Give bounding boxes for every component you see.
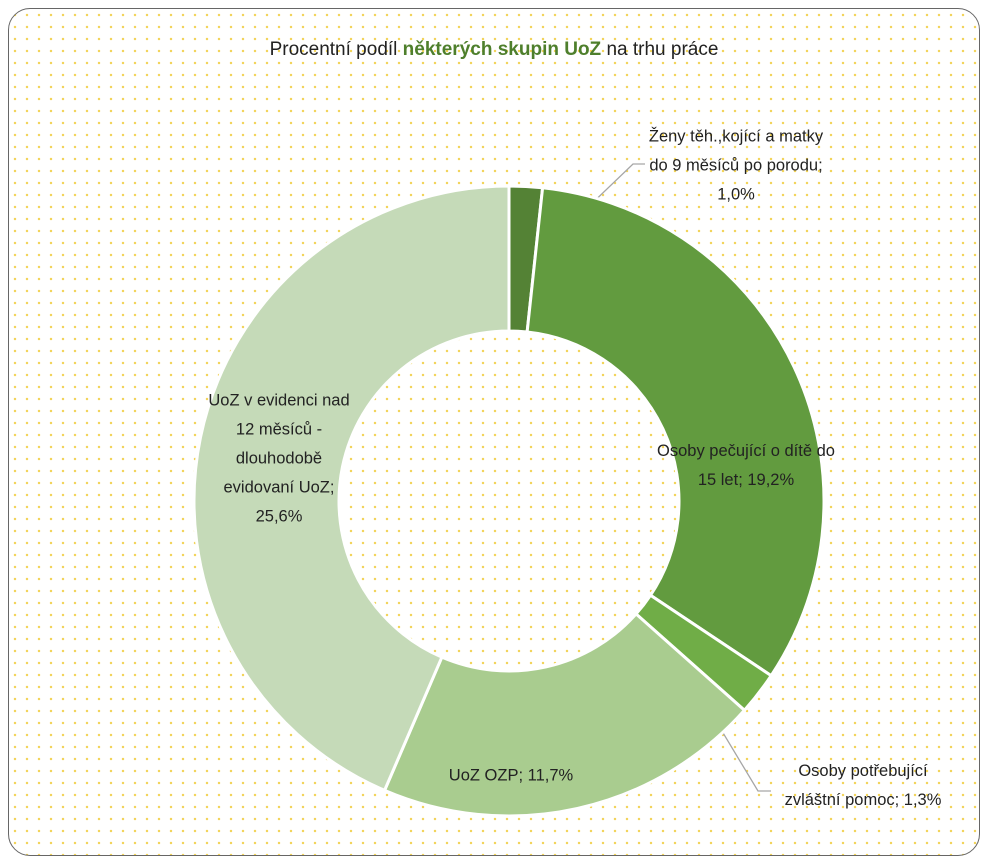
separator: ; bbox=[738, 471, 748, 489]
title-part: některých skupin UoZ bbox=[402, 39, 602, 60]
category: UoZ v evidenci nad 12 měsíců - dlouhodob… bbox=[208, 391, 350, 497]
data-label: UoZ v evidenci nad 12 měsíců - dlouhodob… bbox=[199, 387, 359, 532]
value-label: 1,3% bbox=[903, 791, 942, 809]
title-part: na trhu práce bbox=[601, 39, 719, 60]
data-label: Ženy těh.,kojící a matky do 9 měsíců po … bbox=[641, 123, 831, 210]
category: Osoby pečující o dítě do 15 let bbox=[657, 442, 835, 489]
separator: ; bbox=[518, 766, 528, 785]
value-label: 25,6% bbox=[255, 507, 303, 526]
donut-slice bbox=[192, 184, 511, 793]
value-label: 19,2% bbox=[747, 471, 795, 489]
chart-title: Procentní podíl některých skupin UoZ na … bbox=[9, 39, 979, 61]
separator: ; bbox=[894, 791, 904, 809]
donut-slice bbox=[525, 186, 826, 678]
donut bbox=[192, 163, 826, 818]
data-label: Osoby pečující o dítě do 15 let; 19,2% bbox=[656, 437, 836, 495]
separator: ; bbox=[329, 478, 335, 497]
separator: ; bbox=[818, 156, 823, 175]
data-label: UoZ OZP; 11,7% bbox=[401, 762, 621, 791]
donut-slice bbox=[382, 611, 747, 818]
value-label: 1,0% bbox=[717, 185, 755, 204]
category: Ženy těh.,kojící a matky do 9 měsíců po … bbox=[648, 127, 824, 175]
data-label: Osoby potřebující zvláštní pomoc; 1,3% bbox=[773, 757, 953, 815]
title-part: Procentní podíl bbox=[269, 39, 403, 60]
category: Osoby potřebující zvláštní pomoc bbox=[784, 762, 928, 809]
category: UoZ OZP bbox=[448, 766, 519, 785]
value-label: 11,7% bbox=[527, 766, 574, 785]
chart: Procentní podíl některých skupin UoZ na … bbox=[8, 8, 980, 856]
